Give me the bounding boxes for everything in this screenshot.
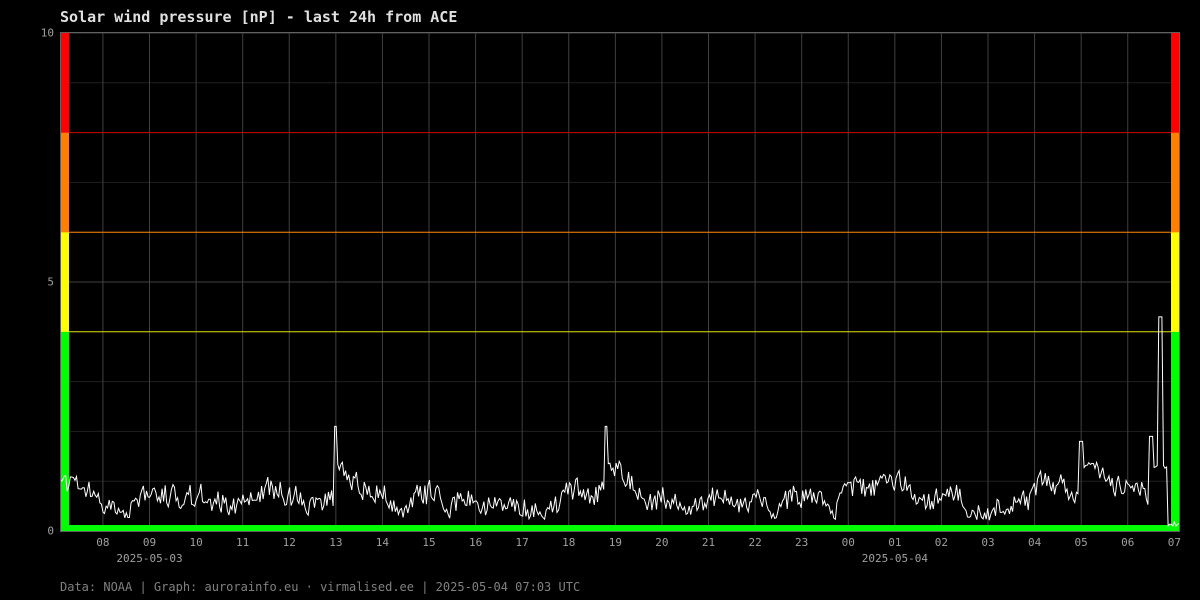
chart-container: Solar wind pressure [nP] - last 24h from… xyxy=(0,0,1200,600)
y-tick-label: 10 xyxy=(41,27,54,40)
x-date-label: 2025-05-04 xyxy=(862,552,928,565)
x-tick-label: 21 xyxy=(702,536,715,549)
chart-footer: Data: NOAA | Graph: aurorainfo.eu · virm… xyxy=(60,580,580,594)
x-tick-label: 13 xyxy=(329,536,342,549)
x-tick-label: 01 xyxy=(888,536,901,549)
plot-svg xyxy=(61,33,1179,531)
x-tick-label: 04 xyxy=(1028,536,1041,549)
y-tick-label: 0 xyxy=(47,525,54,538)
x-tick-label: 05 xyxy=(1075,536,1088,549)
plot-area xyxy=(60,32,1180,532)
y-tick-label: 5 xyxy=(47,276,54,289)
x-tick-label: 23 xyxy=(795,536,808,549)
x-date-label: 2025-05-03 xyxy=(116,552,182,565)
chart-title: Solar wind pressure [nP] - last 24h from… xyxy=(60,8,457,26)
x-tick-label: 20 xyxy=(655,536,668,549)
x-tick-label: 07 xyxy=(1168,536,1181,549)
x-tick-label: 22 xyxy=(748,536,761,549)
x-tick-label: 02 xyxy=(935,536,948,549)
x-tick-label: 06 xyxy=(1121,536,1134,549)
x-tick-label: 11 xyxy=(236,536,249,549)
x-tick-label: 19 xyxy=(609,536,622,549)
x-tick-label: 15 xyxy=(422,536,435,549)
x-tick-label: 10 xyxy=(189,536,202,549)
x-tick-label: 16 xyxy=(469,536,482,549)
x-tick-label: 00 xyxy=(842,536,855,549)
x-tick-label: 03 xyxy=(981,536,994,549)
x-tick-label: 14 xyxy=(376,536,389,549)
x-tick-label: 08 xyxy=(96,536,109,549)
x-tick-label: 09 xyxy=(143,536,156,549)
x-tick-label: 12 xyxy=(283,536,296,549)
x-tick-label: 18 xyxy=(562,536,575,549)
x-tick-label: 17 xyxy=(516,536,529,549)
